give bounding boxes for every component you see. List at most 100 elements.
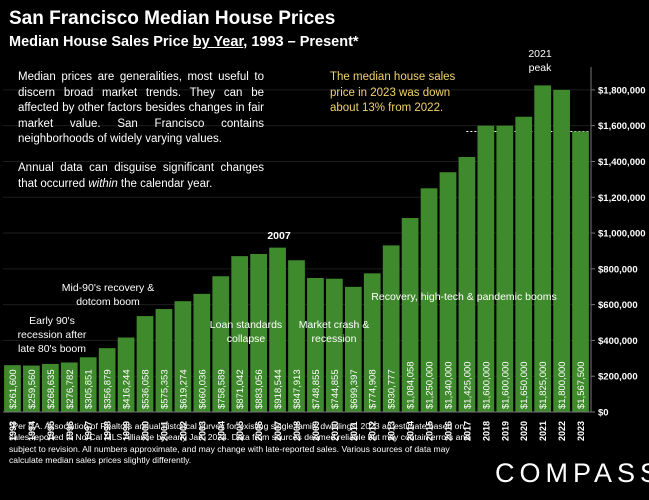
bar-1999 [117, 337, 135, 412]
x-tick-label: 1995 [46, 421, 56, 441]
x-tick-label: 2020 [519, 421, 529, 441]
y-tick-label: $400,000 [598, 336, 638, 347]
x-tick-label: 2016 [443, 421, 453, 441]
gridlines [3, 89, 590, 377]
bar-value-label: $1,567,500 [576, 361, 587, 409]
bar-value-label: $416,244 [122, 369, 133, 409]
y-tick-label: $1,000,000 [598, 229, 646, 240]
callout-2023: The median house sales price in 2023 was… [330, 71, 456, 114]
bar-value-label: $883,056 [254, 369, 265, 409]
annotation-early-90s: Early 90's recession after late 80's boo… [17, 315, 87, 355]
bar-2016 [439, 172, 457, 412]
x-tick-label: 1998 [103, 421, 113, 441]
bar-value-label: $699,397 [349, 369, 360, 409]
x-tick-label: 2021 [538, 421, 548, 441]
x-tick-label: 2004 [216, 421, 226, 441]
bar-value-label: $356,879 [103, 369, 114, 409]
bar-value-label: $1,600,000 [481, 361, 492, 409]
y-axis: $0 $200,000 $400,000 $600,000 $800,000 $1,000… [3, 67, 646, 419]
bar-2005 [231, 256, 249, 412]
annotation-loan-standards: Loan standards collapse [209, 319, 283, 345]
bar-1998 [98, 348, 116, 412]
bar-2012 [363, 273, 381, 412]
x-tick-label: 2007 [273, 421, 283, 441]
bar-value-label: $1,800,000 [557, 361, 568, 409]
x-tick-label: 2001 [159, 421, 169, 441]
bar-value-label: $276,782 [65, 369, 76, 409]
bar-2015 [420, 188, 438, 412]
bar-2002 [174, 301, 192, 412]
y-tick-label: $1,400,000 [598, 157, 646, 168]
bar-value-label: $259,560 [27, 369, 38, 409]
x-tick-label: 2006 [254, 421, 264, 441]
bar-value-label: $871,042 [235, 369, 246, 409]
note-paragraph-2: Annual data can disguise significant cha… [18, 162, 264, 190]
x-tick-label: 2000 [141, 421, 151, 441]
bar-value-label: $1,340,000 [443, 361, 454, 409]
x-tick-label: 2003 [197, 421, 207, 441]
y-tick-label: $1,200,000 [598, 193, 646, 204]
x-tick-label: 2005 [235, 421, 245, 441]
bar-value-label: $305,851 [84, 369, 95, 409]
bar-1994 [23, 365, 40, 412]
bar-2013 [382, 245, 400, 412]
x-tick-label: 2022 [557, 421, 567, 441]
bar-2023 [572, 131, 589, 412]
bar-2011 [344, 286, 362, 412]
bar-2000 [136, 316, 154, 412]
bar-2014 [401, 218, 419, 412]
bar-value-label: $1,250,000 [425, 361, 436, 409]
x-tick-label: 2009 [311, 421, 321, 441]
bar-value-label: $744,855 [330, 369, 341, 409]
bar-2004 [212, 276, 230, 412]
bar-value-label: $268,635 [46, 369, 57, 409]
x-tick-label: 1994 [27, 421, 37, 441]
bar-2007 [269, 247, 286, 412]
bar-2010 [326, 278, 343, 412]
y-tick-label: $600,000 [598, 300, 638, 311]
y-tick-label: $0 [598, 408, 609, 419]
x-tick-label: 2019 [500, 421, 510, 441]
bar-1993 [4, 365, 21, 412]
bar-2018 [477, 125, 495, 413]
bar-value-label: $1,425,000 [462, 361, 473, 409]
bar-value-label: $660,036 [197, 369, 208, 409]
y-tick-label: $200,000 [598, 372, 638, 383]
annotation-market-crash: Market crash & recession [298, 319, 370, 345]
x-tick-label: 2012 [368, 421, 378, 441]
bar-value-label: $261,600 [8, 369, 19, 409]
bar-1996 [60, 362, 78, 412]
note-paragraph-1: Median prices are generalities, most use… [18, 71, 264, 145]
bar-value-labels: $261,600 $259,560 $268,635 $276,782 $305,851… [8, 361, 587, 409]
x-tick-label: 2013 [387, 421, 397, 441]
x-tick-label: 2015 [425, 421, 435, 441]
bar-2020 [515, 116, 533, 412]
annotation-2021-peak: 2021 peak [528, 48, 552, 74]
x-tick-label: 2002 [178, 421, 188, 441]
bar-2021 [534, 85, 552, 412]
bar-1995 [41, 363, 59, 412]
y-tick-label: $1,800,000 [598, 85, 646, 96]
footnote: *Per CA. Association of Realtors annual … [9, 421, 470, 465]
bar-1997 [79, 357, 97, 412]
bar-value-label: $1,084,058 [406, 361, 417, 409]
bar-2022 [553, 89, 570, 412]
y-tick-label: $800,000 [598, 264, 638, 275]
x-tick-label: 1993 [8, 421, 18, 441]
x-tick-label: 2017 [462, 421, 472, 441]
bar-2006 [250, 253, 267, 412]
annotation-mid-90s: Mid-90's recovery & dotcom boom [61, 282, 155, 308]
x-tick-label: 2014 [406, 421, 416, 441]
bar-2008 [288, 260, 305, 412]
x-tick-label: 2018 [481, 421, 491, 441]
x-tick-label: 1997 [84, 421, 94, 441]
x-tick-label: 1999 [122, 421, 132, 441]
x-tick-label: 2023 [576, 421, 586, 441]
bar-value-label: $1,650,000 [519, 361, 530, 409]
x-tick-label: 1996 [65, 421, 75, 441]
bar-2019 [496, 125, 514, 413]
bar-value-label: $619,274 [178, 369, 189, 409]
bar-value-label: $1,825,000 [538, 361, 549, 409]
bar-value-label: $847,913 [292, 369, 303, 409]
